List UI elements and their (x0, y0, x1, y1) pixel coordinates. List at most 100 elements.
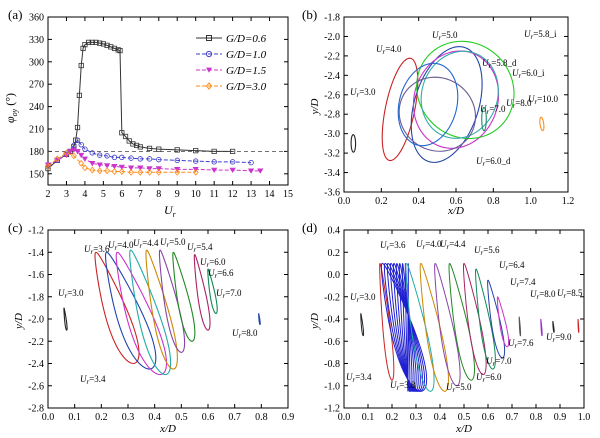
panel-a-plot-frame (47, 16, 289, 186)
panel-a-marker (89, 161, 96, 167)
panel-a-marker (128, 155, 134, 161)
panel-a-marker (117, 48, 123, 54)
panel-d-orbit-8.5 (552, 320, 555, 333)
panel-a-marker (103, 163, 111, 169)
panel-c-orbit-label: Ur=3.0 (58, 288, 84, 300)
panel-a-marker (96, 162, 103, 168)
panel-a-marker (111, 164, 118, 170)
panel-a-ytick-label: 330 (29, 35, 44, 46)
panel-d-xtick-label: 1.0 (578, 412, 591, 423)
panel-a-marker (96, 167, 103, 175)
panel-b-orbit-label: Ur=8.0 (506, 98, 532, 110)
panel-a-series-line (47, 139, 252, 167)
panel-a-marker (155, 168, 162, 176)
panel-a-series-line (47, 152, 196, 173)
panel-d-orbit-5.0 (448, 262, 475, 381)
panel-b-orbit-6.0_d (398, 76, 477, 152)
panel-a-marker (211, 167, 218, 174)
panel-d-orbit-6.4 (487, 279, 506, 359)
panel-a-marker (137, 165, 144, 171)
panel-a-marker (104, 42, 110, 48)
panel-b-orbit-label: Ur=5.8_d (482, 58, 517, 70)
panel-c-ylabel: y/D (13, 313, 25, 330)
panel-c-orbit-label: Ur=7.0 (216, 288, 242, 300)
panel-c-xtick-label: 0.1 (68, 412, 81, 423)
panel-a-marker (74, 149, 81, 155)
panel-a-marker (111, 154, 118, 161)
panel-c-orbit-label: Ur=8.0 (232, 328, 258, 340)
panel-b-ytick-label: -2.2 (324, 51, 340, 62)
panel-d-orbit-label: Ur=7.0 (486, 356, 512, 368)
panel-d-orbit-label: Ur=3.6 (380, 240, 406, 252)
panel-d-ylabel: y/D (309, 313, 321, 330)
panel-d-orbit-label: Ur=7.6 (508, 338, 534, 350)
panel-b-xtick-label: 0.0 (338, 196, 351, 207)
panel-a-legend-marker (206, 35, 212, 41)
panel-d-orbit-3.0 (360, 313, 365, 337)
panel-d-ytick-label: -1.2 (324, 404, 340, 415)
panel-b-orbit-8.0 (481, 106, 487, 132)
panel-a-marker (156, 156, 162, 163)
panel-a-marker (146, 166, 153, 172)
panel-d-xtick-label: 0.2 (386, 412, 399, 423)
panel-a-marker (146, 145, 153, 152)
panel-c-orbit-6.6 (193, 254, 211, 331)
panel-a-marker (63, 149, 70, 157)
panel-c-orbit-label: Ur=6.6 (208, 268, 234, 280)
panel-a-marker (74, 124, 81, 131)
panel-d-ytick-label: -1.0 (324, 381, 340, 392)
panel-b-orbit-label: Ur=5.8_i (524, 29, 557, 41)
panel-a-marker (134, 142, 140, 149)
panel-c-orbit-7.0 (207, 268, 218, 315)
panel-a-marker (193, 148, 199, 154)
panel-b-orbit-7.0 (397, 62, 459, 147)
panel-d-ytick-label: -0.8 (324, 359, 340, 370)
panel-a-marker (89, 39, 95, 45)
panel-a-marker (45, 162, 51, 170)
panel-b-ylabel: y/D (309, 99, 321, 116)
panel-d-orbit-9.0 (577, 318, 580, 334)
panel-d-orbit-4.4 (434, 262, 461, 387)
panel-d-ytick-label: 0.2 (328, 248, 341, 259)
panel-a-marker (118, 164, 125, 171)
panel-c-ytick-label: -1.6 (28, 270, 44, 281)
panel-a-legend-text: G/D=0.6 (226, 33, 267, 45)
panel-a-marker (137, 144, 143, 150)
panel-c-orbit-3.4 (94, 251, 140, 365)
panel-d-orbit-7.0 (496, 296, 510, 348)
panel-b-xtick-label: 0.6 (450, 196, 463, 207)
panel-a-series-line (47, 41, 233, 169)
panel-d-ytick-label: -0.4 (324, 315, 340, 326)
panel-a-marker (126, 138, 132, 144)
panel-a-marker (156, 146, 162, 152)
panel-a-marker (86, 39, 92, 45)
panel-c-xtick-label: 0.7 (228, 412, 241, 423)
panel-d-orbit-7.4 (518, 316, 522, 337)
panel-a-marker (74, 137, 81, 143)
panel-d-orbit-6.0 (475, 268, 496, 370)
panel-c-orbit-label: Ur=3.6 (84, 244, 110, 256)
panel-a-marker (211, 148, 217, 154)
panel-a-marker (100, 41, 106, 47)
panel-d-xtick-label: 0.6 (482, 412, 495, 423)
panel-b-xtick-label: 1.2 (562, 196, 575, 207)
panel-a-marker (82, 146, 88, 152)
panel-a-legend-marker (205, 50, 213, 58)
panel-b-ytick-label: -2.0 (324, 32, 340, 43)
panel-d-orbit-3.4 (379, 263, 395, 381)
panel-d-xtick-label: 0.4 (434, 412, 447, 423)
panel-a-marker (104, 167, 111, 175)
panel-c-orbit-6.0 (172, 251, 196, 342)
panel-b-xtick-label: 0.8 (487, 196, 500, 207)
panel-a-xtick-label: 2 (46, 189, 51, 200)
panel-c-xtick-label: 0.5 (175, 412, 188, 423)
panel-d-orbit-label: Ur=3.8 (390, 380, 416, 392)
panel-a-marker (54, 155, 61, 163)
panel-c-ytick-label: -1.8 (28, 292, 44, 303)
panel-c-xtick-label: 0.3 (122, 412, 135, 423)
panel-a-marker (70, 152, 77, 160)
panel-a-marker (137, 156, 144, 162)
panel-a-marker (119, 154, 125, 161)
panel-a-ytick-label: 180 (29, 147, 44, 158)
panel-d-orbit-label: Ur=8.5 (557, 288, 583, 300)
